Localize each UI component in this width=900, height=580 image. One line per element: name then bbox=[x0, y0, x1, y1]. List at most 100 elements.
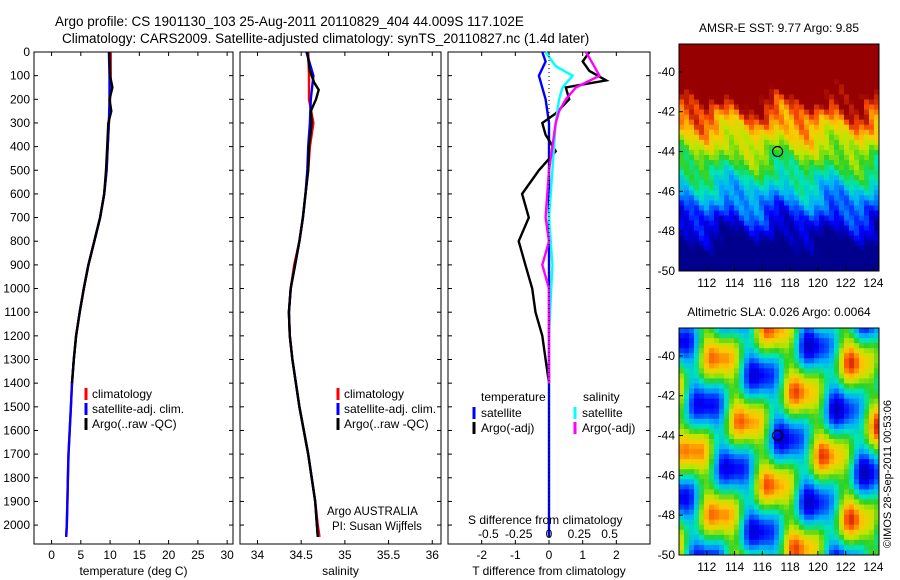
heatmap-cell bbox=[799, 225, 805, 232]
heatmap-cell bbox=[809, 170, 815, 176]
legend-label: satellite-adj. clim. bbox=[92, 402, 184, 416]
heatmap-cell bbox=[769, 348, 775, 354]
heatmap-cell bbox=[839, 444, 845, 450]
heatmap-cell bbox=[824, 49, 830, 55]
heatmap-cell bbox=[824, 383, 830, 389]
heatmap-cell bbox=[724, 200, 730, 206]
heatmap-cell bbox=[749, 403, 755, 410]
heatmap-cell bbox=[709, 154, 715, 161]
heatmap-cell bbox=[684, 403, 690, 410]
heatmap-cell bbox=[699, 363, 705, 369]
heatmap-cell bbox=[849, 89, 855, 95]
heatmap-cell bbox=[759, 154, 765, 161]
heatmap-cell bbox=[764, 363, 770, 369]
heatmap-cell bbox=[779, 134, 785, 141]
heatmap-cell bbox=[794, 230, 800, 237]
heatmap-cell bbox=[744, 134, 750, 141]
heatmap-cell bbox=[724, 245, 730, 252]
heatmap-cell bbox=[709, 494, 715, 500]
heatmap-cell bbox=[759, 54, 765, 60]
heatmap-cell bbox=[824, 534, 830, 541]
heatmap-cell bbox=[789, 165, 795, 171]
heatmap-cell bbox=[839, 260, 845, 267]
heatmap-cell bbox=[719, 119, 725, 126]
heatmap-cell bbox=[839, 144, 845, 151]
heatmap-cell bbox=[754, 378, 760, 384]
heatmap-cell bbox=[684, 449, 690, 455]
legend-label: climatology bbox=[92, 387, 152, 401]
heatmap-cell bbox=[874, 479, 880, 485]
heatmap-cell bbox=[809, 144, 815, 151]
heatmap-cell bbox=[744, 185, 750, 191]
heatmap-cell bbox=[804, 343, 810, 349]
heatmap-cell bbox=[694, 464, 700, 470]
heatmap-cell bbox=[784, 413, 790, 420]
heatmap-cell bbox=[854, 393, 860, 400]
heatmap-cell bbox=[759, 544, 765, 551]
heatmap-cell bbox=[699, 94, 705, 100]
heatmap-cell bbox=[774, 49, 780, 55]
heatmap-cell bbox=[694, 449, 700, 455]
heatmap-cell bbox=[839, 549, 845, 556]
heatmap-cell bbox=[759, 255, 765, 262]
heatmap-cell bbox=[784, 494, 790, 500]
heatmap-cell bbox=[729, 104, 735, 110]
legend-title: salinity bbox=[583, 390, 620, 404]
heatmap-cell bbox=[834, 328, 840, 334]
heatmap-cell bbox=[844, 49, 850, 55]
heatmap-cell bbox=[699, 170, 705, 176]
heatmap-cell bbox=[874, 215, 880, 221]
map-x-tick-label: 118 bbox=[781, 560, 800, 574]
heatmap-cell bbox=[794, 240, 800, 247]
heatmap-cell bbox=[869, 524, 875, 531]
heatmap-cell bbox=[844, 124, 850, 131]
heatmap-cell bbox=[774, 220, 780, 226]
heatmap-cell bbox=[864, 514, 870, 521]
heatmap-cell bbox=[839, 544, 845, 551]
heatmap-cell bbox=[714, 464, 720, 470]
heatmap-cell bbox=[769, 185, 775, 191]
heatmap-cell bbox=[799, 474, 805, 480]
heatmap-cell bbox=[724, 205, 730, 211]
heatmap-cell bbox=[759, 200, 765, 206]
heatmap-cell bbox=[824, 139, 830, 146]
heatmap-cell bbox=[734, 54, 740, 60]
heatmap-cell bbox=[789, 94, 795, 100]
heatmap-cell bbox=[849, 353, 855, 359]
heatmap-cell bbox=[759, 343, 765, 349]
heatmap-cell bbox=[779, 504, 785, 510]
heatmap-cell bbox=[834, 383, 840, 389]
heatmap-cell bbox=[694, 373, 700, 379]
x-tick-label: 34 bbox=[251, 548, 265, 562]
heatmap-cell bbox=[754, 64, 760, 70]
heatmap-cell bbox=[739, 378, 745, 384]
heatmap-cell bbox=[679, 190, 685, 196]
heatmap-cell bbox=[744, 210, 750, 216]
heatmap-cell bbox=[724, 255, 730, 262]
heatmap-cell bbox=[684, 454, 690, 460]
heatmap-cell bbox=[869, 200, 875, 206]
heatmap-cell bbox=[819, 353, 825, 359]
heatmap-cell bbox=[829, 454, 835, 460]
heatmap-cell bbox=[874, 109, 880, 116]
heatmap-cell bbox=[739, 403, 745, 410]
heatmap-cell bbox=[859, 114, 865, 121]
heatmap-cell bbox=[784, 265, 790, 272]
heatmap-cell bbox=[859, 423, 865, 430]
heatmap-cell bbox=[849, 413, 855, 420]
heatmap-cell bbox=[679, 200, 685, 206]
heatmap-cell bbox=[869, 413, 875, 420]
heatmap-cell bbox=[829, 149, 835, 156]
heatmap-cell bbox=[719, 175, 725, 181]
heatmap-cell bbox=[849, 129, 855, 136]
y-tick-label: 1600 bbox=[3, 423, 30, 437]
x-tick-label: 2 bbox=[613, 548, 620, 562]
heatmap-cell bbox=[859, 79, 865, 85]
heatmap-cell bbox=[829, 240, 835, 247]
heatmap-cell bbox=[779, 494, 785, 500]
heatmap-cell bbox=[754, 544, 760, 551]
heatmap-cell bbox=[799, 423, 805, 430]
heatmap-cell bbox=[809, 383, 815, 389]
heatmap-cell bbox=[859, 418, 865, 425]
heatmap-cell bbox=[764, 383, 770, 389]
